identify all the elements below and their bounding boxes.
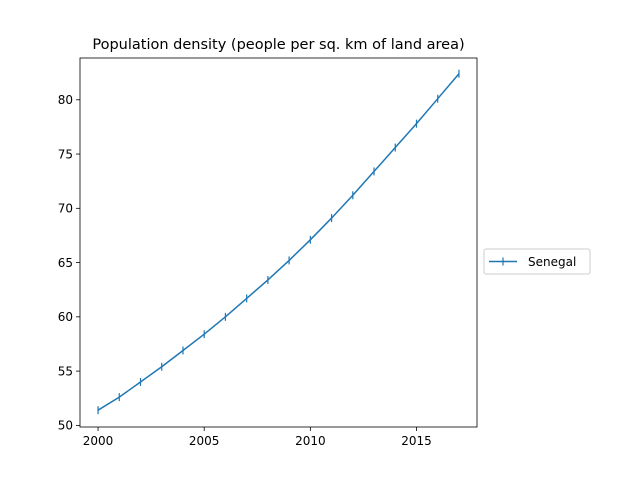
y-tick-label: 75 (58, 147, 73, 161)
plot-area (97, 69, 460, 415)
x-tick-label: 2005 (189, 434, 220, 448)
legend: Senegal (483, 248, 591, 275)
y-tick-label: 50 (58, 419, 73, 433)
y-tick-label: 65 (58, 256, 73, 270)
y-tick-label: 55 (58, 364, 73, 378)
legend-label: Senegal (528, 255, 576, 269)
legend-box (483, 248, 591, 275)
axes: 2000 2005 2010 2015 50 55 60 65 70 75 80 (58, 57, 478, 448)
x-tick-label: 2010 (295, 434, 326, 448)
y-tick-label: 80 (58, 93, 73, 107)
axes-frame (79, 57, 478, 428)
chart-title: Population density (people per sq. km of… (92, 37, 464, 53)
x-tick-label: 2000 (83, 434, 114, 448)
series-line-senegal (97, 73, 460, 411)
y-tick-label: 60 (58, 310, 73, 324)
y-tick-label: 70 (58, 202, 73, 216)
x-tick-label: 2015 (401, 434, 432, 448)
